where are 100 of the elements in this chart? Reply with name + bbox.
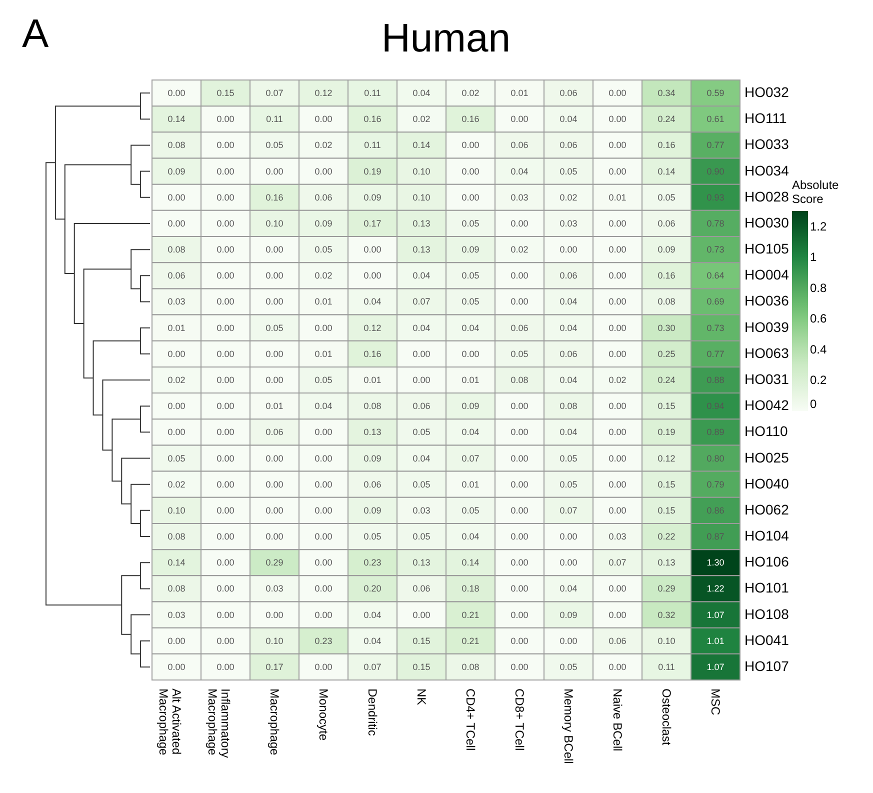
data-label: 0.06 <box>510 322 528 333</box>
data-label: 0.02 <box>168 479 186 490</box>
data-label: 0.00 <box>216 114 234 124</box>
x-tick-label: Dendritic <box>366 688 380 736</box>
data-label: 0.04 <box>412 322 430 333</box>
data-label: 0.00 <box>168 348 186 359</box>
data-label: 0.16 <box>658 140 676 150</box>
data-label: 0.09 <box>560 610 578 620</box>
data-label: 0.05 <box>266 140 284 150</box>
data-label: 0.00 <box>462 140 480 150</box>
data-label: 0.15 <box>658 401 676 412</box>
data-label: 1.22 <box>706 584 724 594</box>
data-label: 0.14 <box>462 558 480 568</box>
data-label: 0.08 <box>168 532 186 542</box>
data-label: 0.00 <box>608 166 626 176</box>
color-bar-label: 1 <box>810 250 817 264</box>
color-bar-label: 0.8 <box>810 280 828 295</box>
data-label: 0.00 <box>608 88 626 98</box>
data-label: 0.16 <box>364 348 382 359</box>
data-label: 0.00 <box>364 244 382 255</box>
data-label: 0.00 <box>216 166 234 176</box>
data-label: 0.04 <box>462 532 480 542</box>
data-label: 0.00 <box>510 610 528 620</box>
data-label: 0.73 <box>706 322 724 333</box>
data-label: 0.00 <box>314 453 332 464</box>
data-label: 0.07 <box>462 453 480 464</box>
data-label: 0.03 <box>510 192 528 202</box>
data-label: 0.25 <box>658 348 676 359</box>
data-label: 0.00 <box>510 636 528 646</box>
data-label: 0.21 <box>462 610 480 620</box>
data-label: 0.00 <box>608 479 626 490</box>
data-label: 0.06 <box>412 401 430 412</box>
data-label: 0.00 <box>608 114 626 124</box>
data-label: 0.79 <box>706 479 724 490</box>
data-label: 0.04 <box>364 296 382 307</box>
data-label: 0.00 <box>168 218 186 228</box>
data-label: 0.29 <box>266 558 284 568</box>
data-label: 0.00 <box>510 427 528 438</box>
data-label: 0.00 <box>608 244 626 255</box>
data-label: 0.01 <box>168 322 186 333</box>
data-label: 0.00 <box>314 610 332 620</box>
data-label: 0.00 <box>560 244 578 255</box>
data-label: 0.07 <box>560 505 578 516</box>
data-label: 0.80 <box>706 453 724 464</box>
y-tick-label: HO111 <box>744 110 787 126</box>
data-label: 0.10 <box>412 192 430 202</box>
data-label: 0.06 <box>560 140 578 150</box>
y-tick-label: HO104 <box>744 528 790 544</box>
data-label: 0.06 <box>168 270 186 281</box>
data-label: 0.77 <box>706 140 724 150</box>
data-label: 0.90 <box>706 166 724 176</box>
x-tick-label: Alt Activated Macrophage <box>156 688 184 756</box>
data-label: 0.00 <box>510 662 528 672</box>
data-label: 0.00 <box>216 479 234 490</box>
data-label: 0.09 <box>364 453 382 464</box>
data-label: 0.06 <box>314 192 332 202</box>
data-label: 0.05 <box>364 532 382 542</box>
data-label: 0.34 <box>658 88 676 98</box>
data-label: 0.05 <box>314 244 332 255</box>
data-label: 0.00 <box>216 453 234 464</box>
data-label: 0.01 <box>266 401 284 412</box>
y-tick-label: HO039 <box>744 318 790 335</box>
data-label: 0.00 <box>266 166 284 176</box>
y-tick-label: HO004 <box>744 266 790 283</box>
data-label: 0.32 <box>658 610 676 620</box>
data-label: 0.00 <box>608 218 626 228</box>
data-label: 0.00 <box>216 532 234 542</box>
data-label: 0.78 <box>706 218 724 228</box>
data-label: 0.21 <box>462 636 480 646</box>
data-label: 0.00 <box>266 348 284 359</box>
data-label: 0.12 <box>658 453 676 464</box>
data-label: 0.00 <box>510 218 528 228</box>
data-label: 0.06 <box>364 479 382 490</box>
color-bar-label: 0.2 <box>810 373 828 388</box>
data-label: 1.30 <box>706 558 724 568</box>
y-tick-label: HO108 <box>744 606 790 622</box>
data-label: 0.00 <box>168 88 186 98</box>
y-tick-label: HO062 <box>744 501 790 518</box>
data-label: 0.00 <box>314 662 332 672</box>
data-label: 0.04 <box>364 610 382 620</box>
data-label: 0.00 <box>608 296 626 307</box>
data-label: 1.01 <box>706 636 724 646</box>
data-label: 0.00 <box>608 348 626 359</box>
data-label: 0.06 <box>658 218 676 228</box>
data-label: 0.04 <box>560 584 578 594</box>
data-label: 0.02 <box>314 270 332 281</box>
data-label: 0.10 <box>266 636 284 646</box>
data-label: 0.00 <box>412 375 430 385</box>
data-label: 0.05 <box>560 453 578 464</box>
data-label: 0.00 <box>266 610 284 620</box>
data-label: 0.11 <box>658 662 675 672</box>
data-label: 0.30 <box>658 322 676 333</box>
data-label: 0.22 <box>658 532 676 542</box>
color-bar-label: 0.6 <box>810 312 828 326</box>
data-label: 0.08 <box>560 401 578 412</box>
data-label: 0.00 <box>314 427 332 438</box>
data-label: 0.00 <box>412 610 430 620</box>
data-label: 0.00 <box>216 322 234 333</box>
data-label: 0.00 <box>216 505 234 516</box>
data-label: 0.01 <box>314 296 332 307</box>
